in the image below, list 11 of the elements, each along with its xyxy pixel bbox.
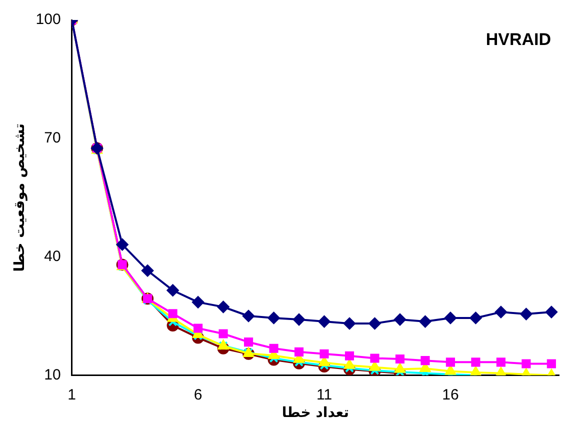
x-tick-label: 1 — [68, 386, 76, 404]
y-tick-label: 70 — [44, 130, 61, 147]
x-tick-label: 16 — [442, 386, 459, 404]
y-tick-label: 100 — [36, 11, 61, 28]
text: HVRAID — [486, 30, 551, 50]
y-tick-label: 10 — [44, 366, 61, 384]
x-axis-title: تعداد خطا — [282, 405, 349, 422]
y-axis-title: تشخیص موقعیت خطا — [12, 124, 28, 272]
x-tick-label: 11 — [316, 386, 332, 404]
x-tick-label: 6 — [194, 386, 202, 404]
y-tick-label: 40 — [44, 248, 61, 265]
